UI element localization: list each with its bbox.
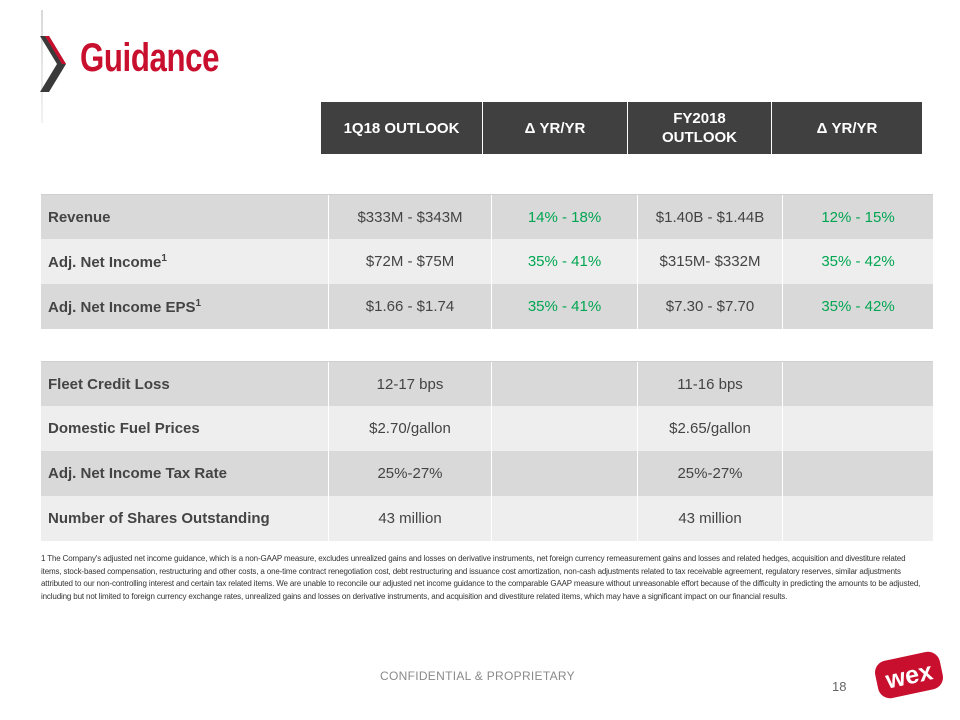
q1-yoy-value: 14% - 18% <box>491 194 638 239</box>
table-row: Number of Shares Outstanding 43 million … <box>41 496 933 541</box>
footnote-marker: 1 <box>161 252 167 264</box>
table-row: Adj. Net Income1 $72M - $75M 35% - 41% $… <box>41 239 933 284</box>
fy-outlook-value: $315M- $332M <box>637 239 783 284</box>
fy-yoy-value <box>782 451 933 496</box>
table-header: 1Q18 OUTLOOK Δ YR/YR FY2018 OUTLOOK Δ YR… <box>321 102 922 154</box>
fy-yoy-value: 35% - 42% <box>782 284 933 329</box>
financial-guidance-table: Revenue $333M - $343M 14% - 18% $1.40B -… <box>41 194 933 329</box>
header-fy2018-outlook: FY2018 OUTLOOK <box>628 102 772 154</box>
chevron-icon <box>40 36 66 92</box>
q1-outlook-value: $333M - $343M <box>328 194 492 239</box>
fy-yoy-value <box>782 496 933 541</box>
q1-yoy-value: 35% - 41% <box>491 284 638 329</box>
fy-yoy-value <box>782 361 933 406</box>
q1-outlook-value: $72M - $75M <box>328 239 492 284</box>
fy-outlook-value: $2.65/gallon <box>637 406 783 451</box>
table-row: Domestic Fuel Prices $2.70/gallon $2.65/… <box>41 406 933 451</box>
footnote: 1 The Company's adjusted net income guid… <box>41 554 921 601</box>
row-label: Number of Shares Outstanding <box>41 496 329 541</box>
fy-outlook-value: 43 million <box>637 496 783 541</box>
q1-yoy-value: 35% - 41% <box>491 239 638 284</box>
fy-yoy-value: 35% - 42% <box>782 239 933 284</box>
q1-yoy-value <box>491 496 638 541</box>
q1-outlook-value: 25%-27% <box>328 451 492 496</box>
row-label: Adj. Net Income EPS1 <box>41 284 329 329</box>
q1-yoy-value <box>491 406 638 451</box>
table-row: Adj. Net Income EPS1 $1.66 - $1.74 35% -… <box>41 284 933 329</box>
footnote-marker: 1 <box>195 297 202 309</box>
operating-assumptions-table: Fleet Credit Loss 12-17 bps 11-16 bps Do… <box>41 361 933 541</box>
header-1q18-outlook: 1Q18 OUTLOOK <box>321 102 483 154</box>
slide-accent-bar <box>41 10 43 123</box>
q1-outlook-value: $1.66 - $1.74 <box>328 284 492 329</box>
q1-outlook-value: $2.70/gallon <box>328 406 492 451</box>
fy-outlook-value: $7.30 - $7.70 <box>637 284 783 329</box>
table-row: Revenue $333M - $343M 14% - 18% $1.40B -… <box>41 194 933 239</box>
row-label: Revenue <box>41 194 329 239</box>
fy-outlook-value: 25%-27% <box>637 451 783 496</box>
q1-outlook-value: 43 million <box>328 496 492 541</box>
page-number: 18 <box>832 679 847 694</box>
fy-outlook-value: $1.40B - $1.44B <box>637 194 783 239</box>
q1-yoy-value <box>491 451 638 496</box>
row-label: Domestic Fuel Prices <box>41 406 329 451</box>
row-label: Fleet Credit Loss <box>41 361 329 406</box>
confidential-label: CONFIDENTIAL & PROPRIETARY <box>380 669 575 683</box>
slide-title: Guidance <box>80 36 220 80</box>
fy-outlook-value: 11-16 bps <box>637 361 783 406</box>
row-label: Adj. Net Income Tax Rate <box>41 451 329 496</box>
fy-yoy-value: 12% - 15% <box>782 194 933 239</box>
q1-yoy-value <box>491 361 638 406</box>
table-row: Adj. Net Income Tax Rate 25%-27% 25%-27% <box>41 451 933 496</box>
fy-yoy-value <box>782 406 933 451</box>
header-1q18-yoy: Δ YR/YR <box>483 102 628 154</box>
q1-outlook-value: 12-17 bps <box>328 361 492 406</box>
table-row: Fleet Credit Loss 12-17 bps 11-16 bps <box>41 361 933 406</box>
row-label: Adj. Net Income1 <box>41 239 329 284</box>
wex-logo: wex <box>875 651 943 699</box>
header-fy2018-yoy: Δ YR/YR <box>772 102 922 154</box>
